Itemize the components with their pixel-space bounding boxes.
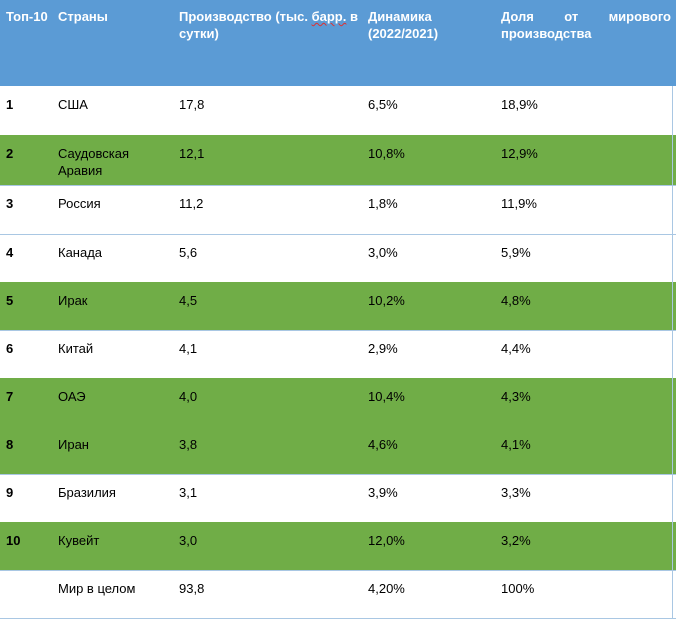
cell-share: 18,9% (501, 97, 538, 112)
table-row: 5 Ирак 4,5 10,2% 4,8% (0, 282, 676, 331)
cell-dynamics: 10,8% (368, 146, 405, 161)
cell-production: 3,1 (179, 485, 198, 500)
header-share-line1: Доля от мирового (501, 8, 671, 25)
header-rank: Топ-10 (6, 9, 48, 24)
cell-country: Иран (58, 437, 89, 452)
cell-country: Канада (58, 245, 103, 260)
table-row: 1 США 17,8 6,5% 18,9% (0, 86, 676, 136)
table-row: 2 Саудовская Аравия 12,1 10,8% 12,9% (0, 135, 676, 186)
cell-country: Саудовская Аравия (58, 146, 130, 178)
cell-production: 3,0 (179, 533, 198, 548)
cell-country: Кувейт (58, 533, 100, 548)
cell-production: 4,1 (179, 341, 198, 356)
cell-rank: 5 (6, 293, 14, 308)
cell-share: 4,4% (501, 341, 531, 356)
cell-country: Бразилия (58, 485, 116, 500)
header-share-word: от (564, 9, 579, 24)
cell-dynamics: 4,6% (368, 437, 398, 452)
cell-country: Россия (58, 196, 101, 211)
cell-share: 4,3% (501, 389, 531, 404)
cell-rank: 9 (6, 485, 14, 500)
cell-share: 12,9% (501, 146, 538, 161)
header-share-word: Доля (501, 9, 534, 24)
cell-rank: 6 (6, 341, 14, 356)
cell-dynamics: 10,2% (368, 293, 405, 308)
table-row: 8 Иран 3,8 4,6% 4,1% (0, 426, 676, 475)
cell-rank: 8 (6, 437, 14, 452)
header-production: Производство (тыс. барр. в сутки) (179, 8, 359, 42)
cell-country: ОАЭ (58, 389, 86, 404)
cell-rank: 7 (6, 389, 14, 404)
cell-rank: 10 (6, 533, 21, 548)
table-row: 9 Бразилия 3,1 3,9% 3,3% (0, 474, 676, 523)
cell-dynamics: 4,20% (368, 581, 405, 596)
header-share-word: мирового (608, 9, 671, 24)
cell-rank: 2 (6, 146, 14, 161)
cell-dynamics: 3,0% (368, 245, 398, 260)
header-share-line2: производства (501, 26, 592, 41)
right-border (672, 86, 673, 618)
cell-share: 5,9% (501, 245, 531, 260)
cell-production: 93,8 (179, 581, 205, 596)
cell-production: 11,2 (179, 196, 204, 211)
cell-dynamics: 12,0% (368, 533, 405, 548)
cell-dynamics: 1,8% (368, 196, 398, 211)
cell-share: 3,3% (501, 485, 531, 500)
cell-dynamics: 6,5% (368, 97, 398, 112)
table-row: 6 Китай 4,1 2,9% 4,4% (0, 330, 676, 379)
cell-rank: 3 (6, 196, 14, 211)
cell-share: 11,9% (501, 196, 537, 211)
cell-share: 4,8% (501, 293, 531, 308)
cell-production: 3,8 (179, 437, 198, 452)
cell-production: 4,0 (179, 389, 198, 404)
cell-share: 3,2% (501, 533, 531, 548)
header-production-prefix: Производство (тыс. (179, 9, 312, 24)
cell-share: 100% (501, 581, 535, 596)
header-country: Страны (58, 9, 108, 24)
cell-rank: 4 (6, 245, 14, 260)
header-production-suffix: в сутки) (179, 9, 358, 41)
cell-dynamics: 3,9% (368, 485, 398, 500)
table-row: 10 Кувейт 3,0 12,0% 3,2% (0, 522, 676, 571)
cell-country: Китай (58, 341, 94, 356)
table-header: Топ-10 Страны Производство (тыс. барр. в… (0, 0, 676, 86)
cell-dynamics: 10,4% (368, 389, 405, 404)
cell-share: 4,1% (501, 437, 531, 452)
cell-country: Мир в целом (58, 581, 136, 596)
cell-production: 4,5 (179, 293, 198, 308)
cell-country: США (58, 97, 88, 112)
cell-country: Ирак (58, 293, 88, 308)
cell-production: 12,1 (179, 146, 205, 161)
table-row: 3 Россия 11,2 1,8% 11,9% (0, 185, 676, 235)
header-production-barr: барр. (311, 9, 347, 24)
cell-dynamics: 2,9% (368, 341, 398, 356)
header-dynamics: Динамика (2022/2021) (368, 9, 439, 41)
header-share: Доля от мирового производства (501, 8, 671, 42)
cell-production: 5,6 (179, 245, 198, 260)
table-row: 4 Канада 5,6 3,0% 5,9% (0, 234, 676, 283)
table-row: Мир в целом 93,8 4,20% 100% (0, 570, 676, 619)
table-row: 7 ОАЭ 4,0 10,4% 4,3% (0, 378, 676, 427)
cell-rank: 1 (6, 97, 14, 112)
cell-production: 17,8 (179, 97, 205, 112)
